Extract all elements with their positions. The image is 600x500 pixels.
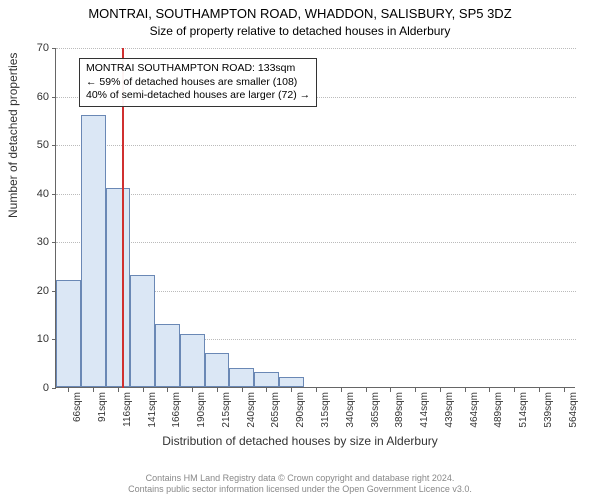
xtick-mark — [68, 388, 69, 392]
ytick-mark — [52, 388, 56, 389]
ytick-label: 60 — [19, 91, 49, 103]
xtick-mark — [341, 388, 342, 392]
ytick-label: 30 — [19, 236, 49, 248]
xtick-label: 340sqm — [345, 392, 356, 428]
xtick-label: 539sqm — [543, 392, 554, 428]
xtick-label: 389sqm — [394, 392, 405, 428]
footer-line: Contains public sector information licen… — [0, 484, 600, 496]
histogram-bar — [81, 115, 106, 387]
ytick-mark — [52, 48, 56, 49]
xtick-mark — [242, 388, 243, 392]
xtick-mark — [291, 388, 292, 392]
xtick-mark — [93, 388, 94, 392]
xtick-mark — [366, 388, 367, 392]
ytick-label: 10 — [19, 333, 49, 345]
ytick-mark — [52, 145, 56, 146]
histogram-bar — [56, 280, 81, 387]
histogram-bar — [254, 372, 279, 387]
xtick-label: 166sqm — [171, 392, 182, 428]
xtick-mark — [489, 388, 490, 392]
xtick-label: 240sqm — [246, 392, 257, 428]
chart-area: 66sqm91sqm116sqm141sqm166sqm190sqm215sqm… — [55, 48, 575, 388]
xtick-mark — [316, 388, 317, 392]
xtick-mark — [266, 388, 267, 392]
gridline — [56, 194, 576, 195]
xtick-label: 290sqm — [295, 392, 306, 428]
xtick-label: 489sqm — [493, 392, 504, 428]
xtick-label: 564sqm — [568, 392, 579, 428]
callout-line: MONTRAI SOUTHAMPTON ROAD: 133sqm — [86, 62, 310, 76]
xtick-label: 215sqm — [221, 392, 232, 428]
xtick-mark — [514, 388, 515, 392]
footer-attribution: Contains HM Land Registry data © Crown c… — [0, 473, 600, 496]
xtick-mark — [217, 388, 218, 392]
xtick-mark — [440, 388, 441, 392]
xtick-label: 414sqm — [419, 392, 430, 428]
histogram-bar — [180, 334, 205, 387]
gridline — [56, 48, 576, 49]
xtick-label: 439sqm — [444, 392, 455, 428]
ytick-label: 40 — [19, 188, 49, 200]
callout-line: 40% of semi-detached houses are larger (… — [86, 89, 310, 103]
histogram-bar — [130, 275, 155, 387]
gridline — [56, 145, 576, 146]
xtick-mark — [143, 388, 144, 392]
xtick-mark — [415, 388, 416, 392]
xtick-label: 464sqm — [469, 392, 480, 428]
histogram-bar — [106, 188, 131, 387]
xtick-mark — [465, 388, 466, 392]
gridline — [56, 242, 576, 243]
xtick-label: 116sqm — [122, 392, 133, 427]
ytick-label: 70 — [19, 42, 49, 54]
xtick-mark — [118, 388, 119, 392]
xtick-label: 190sqm — [196, 392, 207, 428]
histogram-bar — [205, 353, 230, 387]
ytick-mark — [52, 194, 56, 195]
chart-title-sub: Size of property relative to detached ho… — [0, 22, 600, 38]
xtick-label: 265sqm — [270, 392, 281, 428]
xtick-mark — [192, 388, 193, 392]
ytick-label: 0 — [19, 382, 49, 394]
xtick-label: 315sqm — [320, 392, 331, 428]
xtick-mark — [564, 388, 565, 392]
xtick-mark — [539, 388, 540, 392]
ytick-label: 50 — [19, 139, 49, 151]
ytick-mark — [52, 97, 56, 98]
xtick-label: 365sqm — [370, 392, 381, 428]
xtick-label: 66sqm — [72, 392, 83, 422]
histogram-bar — [229, 368, 254, 387]
histogram-bar — [155, 324, 180, 387]
histogram-bar — [279, 377, 304, 387]
ytick-mark — [52, 242, 56, 243]
ytick-label: 20 — [19, 285, 49, 297]
chart-title-main: MONTRAI, SOUTHAMPTON ROAD, WHADDON, SALI… — [0, 0, 600, 22]
callout-line: ← 59% of detached houses are smaller (10… — [86, 76, 310, 90]
xtick-label: 514sqm — [518, 392, 529, 428]
xtick-label: 91sqm — [97, 392, 108, 422]
xtick-mark — [390, 388, 391, 392]
footer-line: Contains HM Land Registry data © Crown c… — [0, 473, 600, 485]
callout-box: MONTRAI SOUTHAMPTON ROAD: 133sqm ← 59% o… — [79, 58, 317, 107]
y-axis-label: Number of detached properties — [6, 53, 20, 218]
xtick-label: 141sqm — [147, 392, 158, 428]
x-axis-label: Distribution of detached houses by size … — [0, 434, 600, 448]
xtick-mark — [167, 388, 168, 392]
